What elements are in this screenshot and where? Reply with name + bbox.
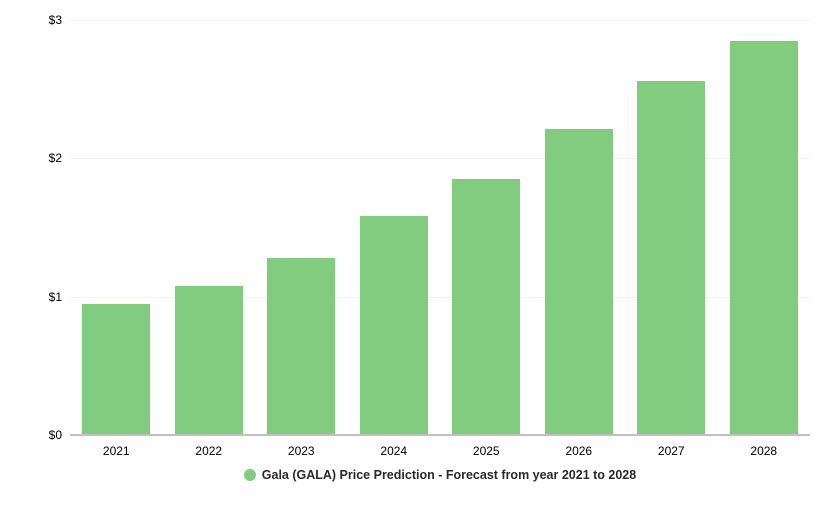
- y-tick-label: $1: [49, 290, 62, 304]
- x-tick-label: 2024: [348, 438, 441, 458]
- bar-2026: [545, 129, 613, 435]
- bars-group: [70, 20, 810, 435]
- x-tick-label: 2021: [70, 438, 163, 458]
- bar-slot: [625, 20, 718, 435]
- x-tick-label: 2027: [625, 438, 718, 458]
- x-tick-label: 2022: [163, 438, 256, 458]
- plot-area: [70, 20, 810, 435]
- legend-marker-icon: [244, 469, 256, 481]
- x-tick-label: 2028: [718, 438, 811, 458]
- bar-2024: [360, 216, 428, 435]
- bar-slot: [533, 20, 626, 435]
- x-axis-line: [70, 434, 810, 436]
- bar-slot: [255, 20, 348, 435]
- x-tick-label: 2026: [533, 438, 626, 458]
- y-tick-label: $0: [49, 428, 62, 442]
- x-tick-label: 2023: [255, 438, 348, 458]
- bar-slot: [163, 20, 256, 435]
- legend: Gala (GALA) Price Prediction - Forecast …: [70, 468, 810, 482]
- y-axis: $3 $2 $1 $0: [30, 20, 70, 435]
- bar-2028: [730, 41, 798, 435]
- bar-slot: [440, 20, 533, 435]
- chart-container: $3 $2 $1 $0 2021 2022 2023 2024 2025 202…: [30, 20, 820, 490]
- bar-slot: [348, 20, 441, 435]
- y-tick-label: $2: [49, 151, 62, 165]
- bar-2025: [452, 179, 520, 435]
- x-tick-label: 2025: [440, 438, 533, 458]
- legend-text: Gala (GALA) Price Prediction - Forecast …: [262, 468, 636, 482]
- bar-2027: [637, 81, 705, 435]
- bar-2022: [175, 286, 243, 435]
- bar-slot: [718, 20, 811, 435]
- bar-2021: [82, 304, 150, 435]
- bar-2023: [267, 258, 335, 435]
- x-axis: 2021 2022 2023 2024 2025 2026 2027 2028: [70, 438, 810, 458]
- bar-slot: [70, 20, 163, 435]
- y-tick-label: $3: [49, 13, 62, 27]
